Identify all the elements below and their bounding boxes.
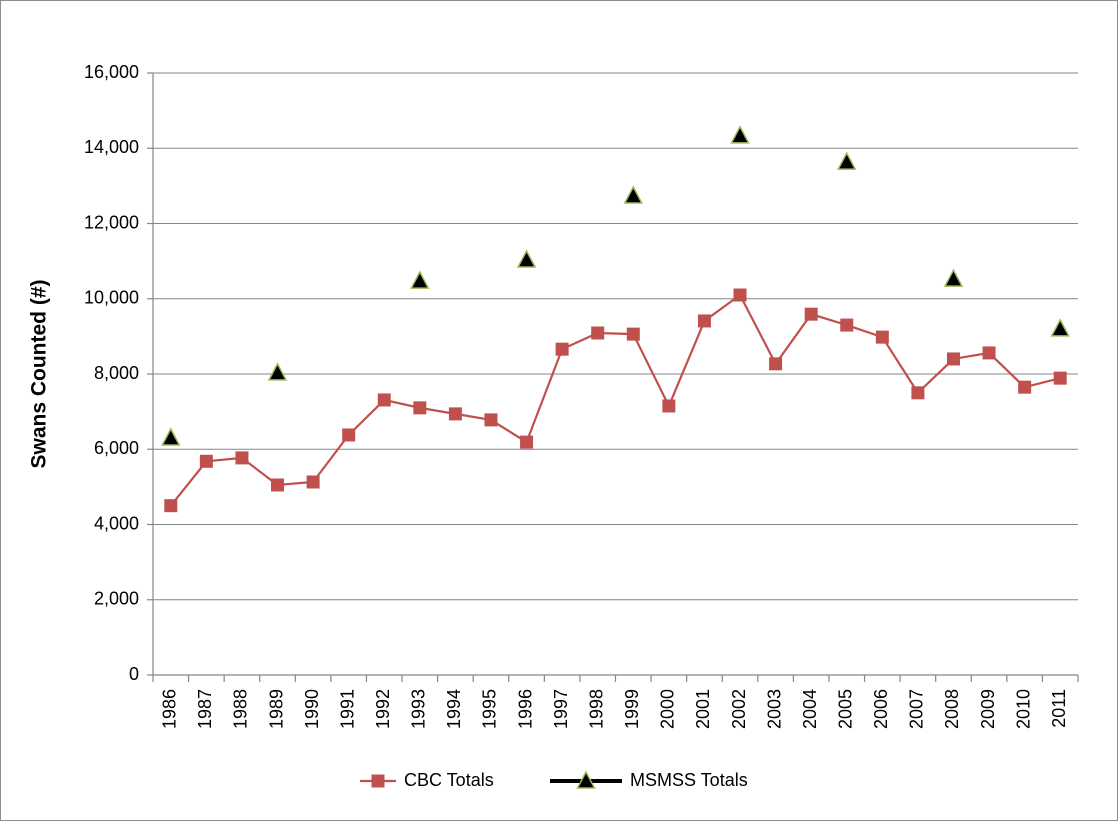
- data-point: [730, 125, 750, 144]
- data-point: [946, 352, 960, 366]
- data-point: [662, 399, 676, 413]
- x-tick-label: 1993: [409, 689, 429, 729]
- data-point: [769, 357, 783, 371]
- legend-label: CBC Totals: [404, 770, 494, 790]
- x-tick-label: 1999: [622, 689, 642, 729]
- data-point: [235, 451, 249, 465]
- data-point: [1018, 380, 1032, 394]
- data-point: [1050, 318, 1070, 337]
- data-point: [199, 454, 213, 468]
- data-point: [911, 386, 925, 400]
- x-tick-label: 1991: [337, 689, 357, 729]
- y-tick-label: 0: [129, 664, 139, 684]
- data-point: [410, 270, 430, 289]
- data-point: [591, 326, 605, 340]
- x-tick-label: 2003: [764, 689, 784, 729]
- x-tick-label: 1997: [551, 689, 571, 729]
- x-tick-label: 2011: [1049, 689, 1069, 728]
- y-tick-label: 14,000: [84, 137, 139, 157]
- y-tick-label: 8,000: [94, 363, 139, 383]
- data-point: [555, 342, 569, 356]
- data-point: [943, 268, 964, 287]
- x-tick-label: 2002: [729, 689, 749, 729]
- data-point: [520, 435, 534, 449]
- x-tick-label: 1994: [444, 689, 464, 729]
- legend-marker: [576, 770, 596, 789]
- data-point: [267, 362, 288, 381]
- x-tick-label: 1998: [586, 689, 606, 729]
- data-point: [626, 327, 640, 341]
- y-tick-label: 16,000: [84, 62, 139, 82]
- legend-marker: [371, 774, 385, 788]
- x-tick-label: 2000: [658, 689, 678, 729]
- data-point: [413, 401, 427, 415]
- data-point: [377, 393, 391, 407]
- x-tick-label: 2010: [1013, 689, 1033, 729]
- data-point: [733, 288, 747, 302]
- x-tick-label: 2006: [871, 689, 891, 729]
- x-tick-label: 1988: [231, 689, 251, 729]
- x-tick-label: 1990: [302, 689, 322, 729]
- data-point: [697, 314, 711, 328]
- y-tick-label: 12,000: [84, 212, 139, 232]
- x-tick-label: 1989: [266, 689, 286, 729]
- x-tick-label: 1986: [160, 689, 180, 729]
- data-point: [484, 413, 498, 427]
- x-tick-label: 2007: [907, 689, 927, 729]
- x-tick-label: 1996: [515, 689, 535, 729]
- data-point: [623, 185, 644, 204]
- data-point: [161, 427, 181, 446]
- data-point: [840, 318, 854, 332]
- series-line: [169, 293, 1061, 507]
- x-tick-label: 1987: [195, 689, 215, 729]
- x-tick-label: 1992: [373, 689, 393, 729]
- data-point: [875, 330, 889, 344]
- data-point: [837, 151, 857, 170]
- data-point: [271, 478, 285, 492]
- y-tick-label: 4,000: [94, 513, 139, 533]
- legend-label: MSMSS Totals: [630, 770, 748, 790]
- data-point: [516, 249, 537, 268]
- data-point: [982, 346, 996, 360]
- x-tick-label: 2001: [693, 689, 713, 729]
- y-axis-label: Swans Counted (#): [28, 279, 51, 468]
- x-tick-label: 2009: [978, 689, 998, 729]
- x-tick-label: 2005: [836, 689, 856, 729]
- x-tick-label: 2008: [942, 689, 962, 729]
- y-tick-label: 2,000: [94, 589, 139, 609]
- data-point: [342, 428, 356, 442]
- y-tick-label: 10,000: [84, 288, 139, 308]
- y-tick-label: 6,000: [94, 438, 139, 458]
- x-tick-label: 2004: [800, 689, 820, 729]
- data-point: [306, 475, 320, 489]
- x-tick-label: 1995: [480, 689, 500, 729]
- data-point: [164, 499, 178, 513]
- data-point: [1053, 371, 1067, 385]
- data-point: [448, 407, 462, 421]
- data-point: [804, 307, 818, 321]
